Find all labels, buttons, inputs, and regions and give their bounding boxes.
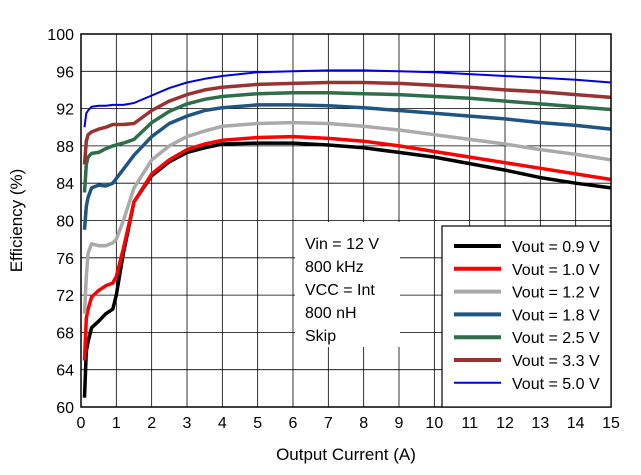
x-tick-label: 14 [567,415,585,432]
y-tick-label: 64 [56,363,74,380]
x-tick-labels: 0 1 2 3 4 5 6 7 8 9 10 11 12 13 14 15 [77,415,620,432]
series-line-1-0v [82,134,612,361]
x-tick-label: 4 [218,415,227,432]
annotation-line: Skip [305,328,336,345]
x-tick-label: 6 [289,415,298,432]
legend-label: Vout = 1.2 V [512,285,600,302]
x-tick-label: 5 [253,415,262,432]
y-tick-label: 92 [56,102,74,119]
annotation-line: 800 nH [305,305,357,322]
x-tick-label: 12 [496,415,514,432]
x-axis-label: Output Current (A) [276,445,416,464]
legend-label: Vout = 2.5 V [512,330,600,347]
legend-label: Vout = 0.9 V [512,239,600,256]
y-tick-label: 76 [56,251,74,268]
conditions-annotation: Vin = 12 V 800 kHz VCC = Int 800 nH Skip [295,222,400,347]
legend-label: Vout = 1.0 V [512,262,600,279]
x-tick-label: 7 [324,415,333,432]
y-tick-label: 96 [56,64,74,81]
series-line-1-8v [82,103,612,230]
legend-label: Vout = 3.3 V [512,353,600,370]
legend-box [441,225,612,408]
x-tick-label: 1 [112,415,121,432]
series-lines [82,69,612,398]
y-axis-label: Efficiency (%) [7,169,26,273]
x-tick-label: 13 [531,415,549,432]
x-tick-label: 11 [461,415,478,432]
x-tick-label: 2 [147,415,156,432]
x-tick-label: 8 [359,415,368,432]
y-tick-label: 80 [56,214,74,231]
series-line-5-0v [83,69,612,128]
series-line-1-2v [82,120,612,314]
series-line-0-9v [82,141,612,398]
legend: Vout = 0.9 V Vout = 1.0 V Vout = 1.2 V Vout… [441,225,612,408]
y-tick-labels: 60 64 68 72 76 80 84 88 92 96 100 [47,27,74,417]
annotation-line: VCC = Int [305,282,375,299]
x-tick-label: 3 [183,415,192,432]
y-tick-label: 68 [56,325,74,342]
y-tick-label: 100 [47,27,74,44]
y-tick-label: 88 [56,139,74,156]
series-line-2-5v [82,90,612,193]
x-tick-label: 0 [77,415,86,432]
legend-label: Vout = 5.0 V [512,376,600,393]
annotation-line: Vin = 12 V [305,236,379,253]
y-tick-label: 84 [56,176,74,193]
legend-label: Vout = 1.8 V [512,307,600,324]
annotation-background [295,222,400,347]
annotation-line: 800 kHz [305,259,364,276]
plot-frame [80,33,612,408]
x-tick-label: 15 [602,415,620,432]
x-tick-label: 9 [395,415,404,432]
y-tick-label: 72 [56,288,74,305]
x-tick-label: 10 [425,415,443,432]
y-tick-label: 60 [56,400,74,417]
series-line-3-3v [82,80,612,165]
